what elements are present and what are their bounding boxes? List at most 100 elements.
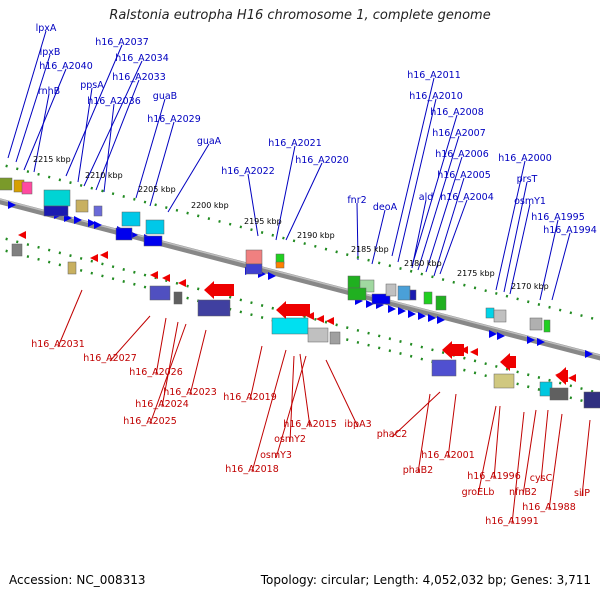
- length-value: 4,052,032 bp: [422, 573, 503, 587]
- track-dots: [0, 236, 600, 395]
- gene-block: [529, 317, 543, 331]
- leader-line: [447, 393, 457, 459]
- reverse-gene-arrow: [90, 254, 98, 262]
- leader-line: [425, 156, 463, 273]
- gene-label: h16_A2001: [421, 450, 475, 461]
- reverse-gene-arrow: [568, 374, 576, 382]
- gene-block: [143, 235, 163, 247]
- reverse-gene-arrow: [18, 231, 26, 239]
- gene-block: [67, 261, 77, 275]
- gene-block: [75, 199, 89, 213]
- leader-line: [149, 121, 175, 207]
- position-label: 2170 kbp: [511, 282, 549, 291]
- gene-label: h16_A2023: [163, 387, 217, 398]
- gene-block: [245, 249, 263, 265]
- leader-line: [493, 405, 501, 480]
- separator: ;: [502, 573, 507, 587]
- leader-line: [391, 391, 441, 438]
- gene-label: h16_A2025: [123, 416, 177, 427]
- reverse-gene-arrow: [470, 348, 478, 356]
- leader-line: [551, 232, 571, 301]
- gene-label: h16_A2031: [31, 339, 85, 350]
- genome-stats: Topology: circular; Length: 4,052,032 bp; …: [261, 573, 591, 587]
- leader-line: [356, 202, 359, 261]
- gene-label: h16_A1988: [522, 502, 576, 513]
- gene-label: rnhB: [38, 86, 60, 97]
- leader-line: [411, 199, 427, 269]
- reverse-gene-arrow: [276, 301, 310, 319]
- gene-block: [371, 293, 391, 305]
- gene-block: [493, 309, 507, 323]
- position-label: 2205 kbp: [138, 185, 176, 194]
- gene-block: [149, 285, 171, 301]
- gene-label: h16_A2026: [129, 367, 183, 378]
- forward-gene-arrow: [94, 221, 102, 229]
- position-label: 2195 kbp: [244, 217, 282, 226]
- genes-value: 3,711: [556, 573, 591, 587]
- gene-block: [121, 211, 141, 227]
- leader-line: [439, 199, 468, 275]
- gene-block: [409, 289, 417, 301]
- gene-label: h16_A2034: [115, 53, 169, 64]
- gene-label: ibpA3: [344, 419, 371, 430]
- leader-line: [511, 411, 525, 525]
- forward-gene-arrow: [74, 216, 82, 224]
- leader-line: [109, 315, 151, 362]
- leader-line: [397, 98, 437, 263]
- leader-line: [103, 103, 115, 193]
- reverse-gene-arrow: [100, 251, 108, 259]
- position-label: 2200 kbp: [191, 201, 229, 210]
- gene-label: h16_A2022: [221, 166, 275, 177]
- leader-line: [189, 329, 207, 396]
- gene-label: phaC2: [377, 429, 408, 440]
- forward-gene-arrow: [268, 272, 276, 280]
- forward-gene-arrow: [489, 330, 497, 338]
- gene-label: h16_A2027: [83, 353, 137, 364]
- gene-block: [435, 295, 447, 311]
- leader-line: [371, 209, 386, 265]
- gene-label: h16_A2021: [268, 138, 322, 149]
- topology-label: Topology:: [260, 573, 317, 587]
- leader-line: [299, 353, 311, 428]
- leader-line: [522, 409, 537, 496]
- forward-gene-arrow: [388, 305, 396, 313]
- leader-line: [83, 60, 143, 187]
- forward-gene-arrow: [537, 338, 545, 346]
- leader-line: [411, 114, 458, 267]
- position-label: 2215 kbp: [33, 155, 71, 164]
- gene-label: h16_A2005: [437, 170, 491, 181]
- gene-block: [397, 285, 411, 301]
- gene-label: h16_A2020: [295, 155, 349, 166]
- forward-gene-arrow: [418, 312, 426, 320]
- gene-block: [115, 227, 133, 241]
- leader-line: [503, 181, 528, 293]
- gene-label: osmY1: [514, 196, 546, 207]
- gene-label: fnr2: [347, 195, 366, 206]
- gene-block: [583, 391, 600, 409]
- gene-label: h16_A2040: [39, 61, 93, 72]
- leader-line: [251, 349, 287, 473]
- gene-block: [347, 287, 367, 301]
- gene-block: [245, 263, 263, 275]
- reverse-gene-arrow: [178, 279, 186, 287]
- leader-line: [540, 409, 549, 482]
- reverse-gene-arrow: [316, 315, 324, 323]
- accession-value: NC_008313: [76, 573, 146, 587]
- gene-label: guaA: [197, 136, 222, 147]
- gene-label: lpxA: [36, 23, 57, 34]
- gene-block: [197, 299, 231, 317]
- gene-block: [11, 243, 23, 257]
- gene-label: h16_A2018: [225, 464, 279, 475]
- gene-block: [423, 291, 433, 305]
- gene-block: [307, 327, 329, 343]
- gene-label: nfnB2: [509, 487, 537, 498]
- forward-gene-arrow: [88, 219, 96, 227]
- reverse-gene-arrow: [162, 274, 170, 282]
- position-label: 2175 kbp: [457, 269, 495, 278]
- gene-label: phaB2: [403, 465, 433, 476]
- leader-line: [495, 160, 526, 291]
- leader-line: [23, 68, 67, 171]
- gene-block: [543, 319, 551, 333]
- leader-line: [33, 93, 50, 173]
- leader-line: [167, 143, 210, 213]
